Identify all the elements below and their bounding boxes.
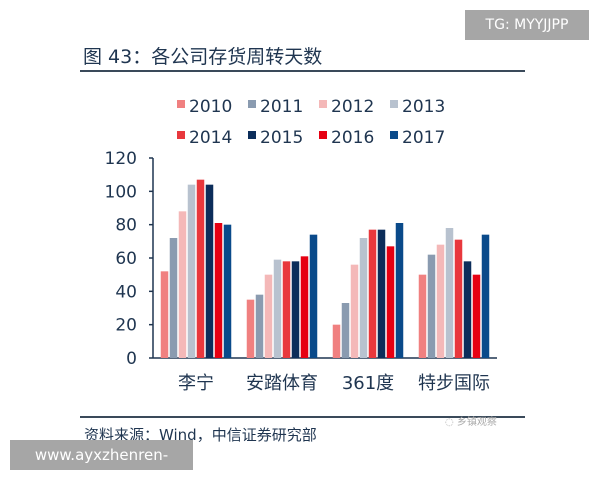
bar-2015-2 [377,229,386,358]
bar-2012-1 [264,274,273,358]
y-tick-label: 80 [115,216,137,236]
bar-2010-1 [246,299,255,358]
bar-2017-1 [309,234,318,358]
bar-2014-2 [368,229,377,358]
bar-2015-3 [463,261,472,358]
legend-swatch [177,131,185,139]
legend-label: 2016 [331,128,374,148]
bar-2010-0 [160,271,169,358]
category-label: 安踏体育 [246,373,318,394]
bar-2017-2 [395,223,404,358]
chart: 2010 2011 2012 2013 2014 2015 2016 2017 0 20 40 60 8… [105,97,497,394]
y-tick-label: 0 [126,349,137,369]
footer-rule [80,416,525,418]
bar-2015-1 [291,261,300,358]
legend-label: 2011 [260,97,303,117]
logo-text: 乡镇观察 [456,417,497,428]
bar-2016-1 [300,256,309,358]
y-tick-label: 40 [115,282,137,302]
legend-swatch [248,100,256,108]
bar-2014-0 [196,179,205,358]
bar-2016-3 [472,274,481,358]
bar-2013-3 [445,228,454,358]
bar-2011-3 [427,254,436,358]
legend-label: 2014 [189,128,232,148]
bar-2013-1 [273,259,282,358]
bar-2015-0 [205,184,214,358]
y-tick-label: 20 [115,316,137,336]
bar-2010-3 [418,274,427,358]
y-tick-label: 120 [105,149,137,169]
bar-2013-0 [187,184,196,358]
legend-swatch [248,131,256,139]
watermark-top: TG: MYYJJPP [465,10,589,40]
legend-swatch [390,131,398,139]
category-label: 特步国际 [418,373,490,394]
bar-2011-2 [341,303,350,358]
bar-2013-2 [359,238,368,358]
legend-swatch [319,100,327,108]
chart-title: 图 43：各公司存货周转天数 [83,46,323,68]
category-label: 361度 [342,373,394,394]
bar-2014-1 [282,261,291,358]
bar-2017-0 [223,224,232,358]
y-tick-label: 100 [105,182,137,202]
bar-2014-3 [454,239,463,358]
legend-swatch [319,131,327,139]
legend-label: 2013 [402,97,445,117]
legend-label: 2017 [402,128,445,148]
legend-swatch [390,100,398,108]
legend-label: 2015 [260,128,303,148]
bar-2016-2 [386,246,395,358]
category-label: 李宁 [178,373,214,394]
bar-2016-0 [214,223,223,358]
legend-swatch [177,100,185,108]
source-note: 资料来源：Wind，中信证券研究部 [84,426,317,444]
bar-2011-0 [169,238,178,358]
title-rule [80,70,525,72]
bar-2012-2 [350,264,359,358]
bar-2011-1 [255,294,264,358]
bar-2010-2 [332,324,341,358]
bar-2012-0 [178,211,187,358]
bar-2017-3 [481,234,490,358]
legend-label: 2010 [189,97,232,117]
bar-2012-3 [436,244,445,358]
logo: ◌ 乡镇观察 [445,417,497,428]
watermark-bottom: www.ayxzhenren-we.com [10,440,193,494]
y-tick-label: 60 [115,249,137,269]
legend-label: 2012 [331,97,374,117]
